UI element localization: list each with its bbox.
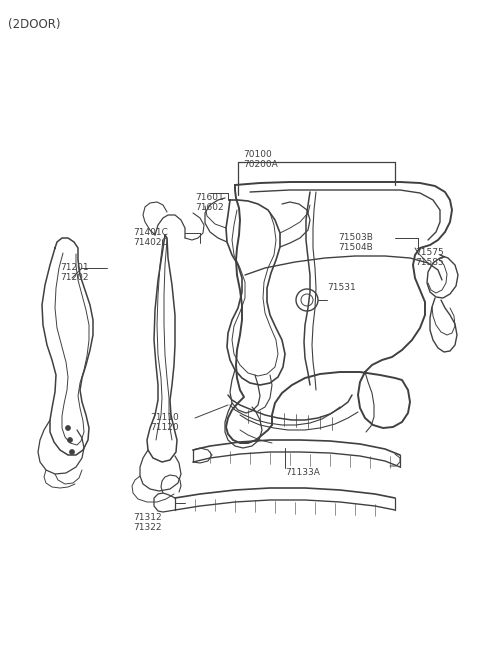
- Text: 71120: 71120: [150, 423, 179, 432]
- Text: 71503B: 71503B: [338, 233, 373, 242]
- Text: 71575: 71575: [415, 248, 444, 257]
- Circle shape: [65, 426, 71, 430]
- Text: 70200A: 70200A: [243, 160, 278, 169]
- Text: 70100: 70100: [243, 150, 272, 159]
- Text: 71531: 71531: [327, 283, 356, 292]
- Text: 71402C: 71402C: [133, 238, 168, 247]
- Text: 71312: 71312: [133, 513, 162, 522]
- Circle shape: [68, 438, 72, 443]
- Text: 71110: 71110: [150, 413, 179, 422]
- Text: 71133A: 71133A: [285, 468, 320, 477]
- Text: 71504B: 71504B: [338, 243, 373, 252]
- Text: 71202: 71202: [60, 273, 88, 282]
- Circle shape: [70, 449, 74, 455]
- Text: 71322: 71322: [133, 523, 161, 532]
- Text: 71201: 71201: [60, 263, 89, 272]
- Text: 71602: 71602: [195, 203, 224, 212]
- Text: 71601: 71601: [195, 193, 224, 202]
- Text: 71585: 71585: [415, 258, 444, 267]
- Text: 71401C: 71401C: [133, 228, 168, 237]
- Text: (2DOOR): (2DOOR): [8, 18, 60, 31]
